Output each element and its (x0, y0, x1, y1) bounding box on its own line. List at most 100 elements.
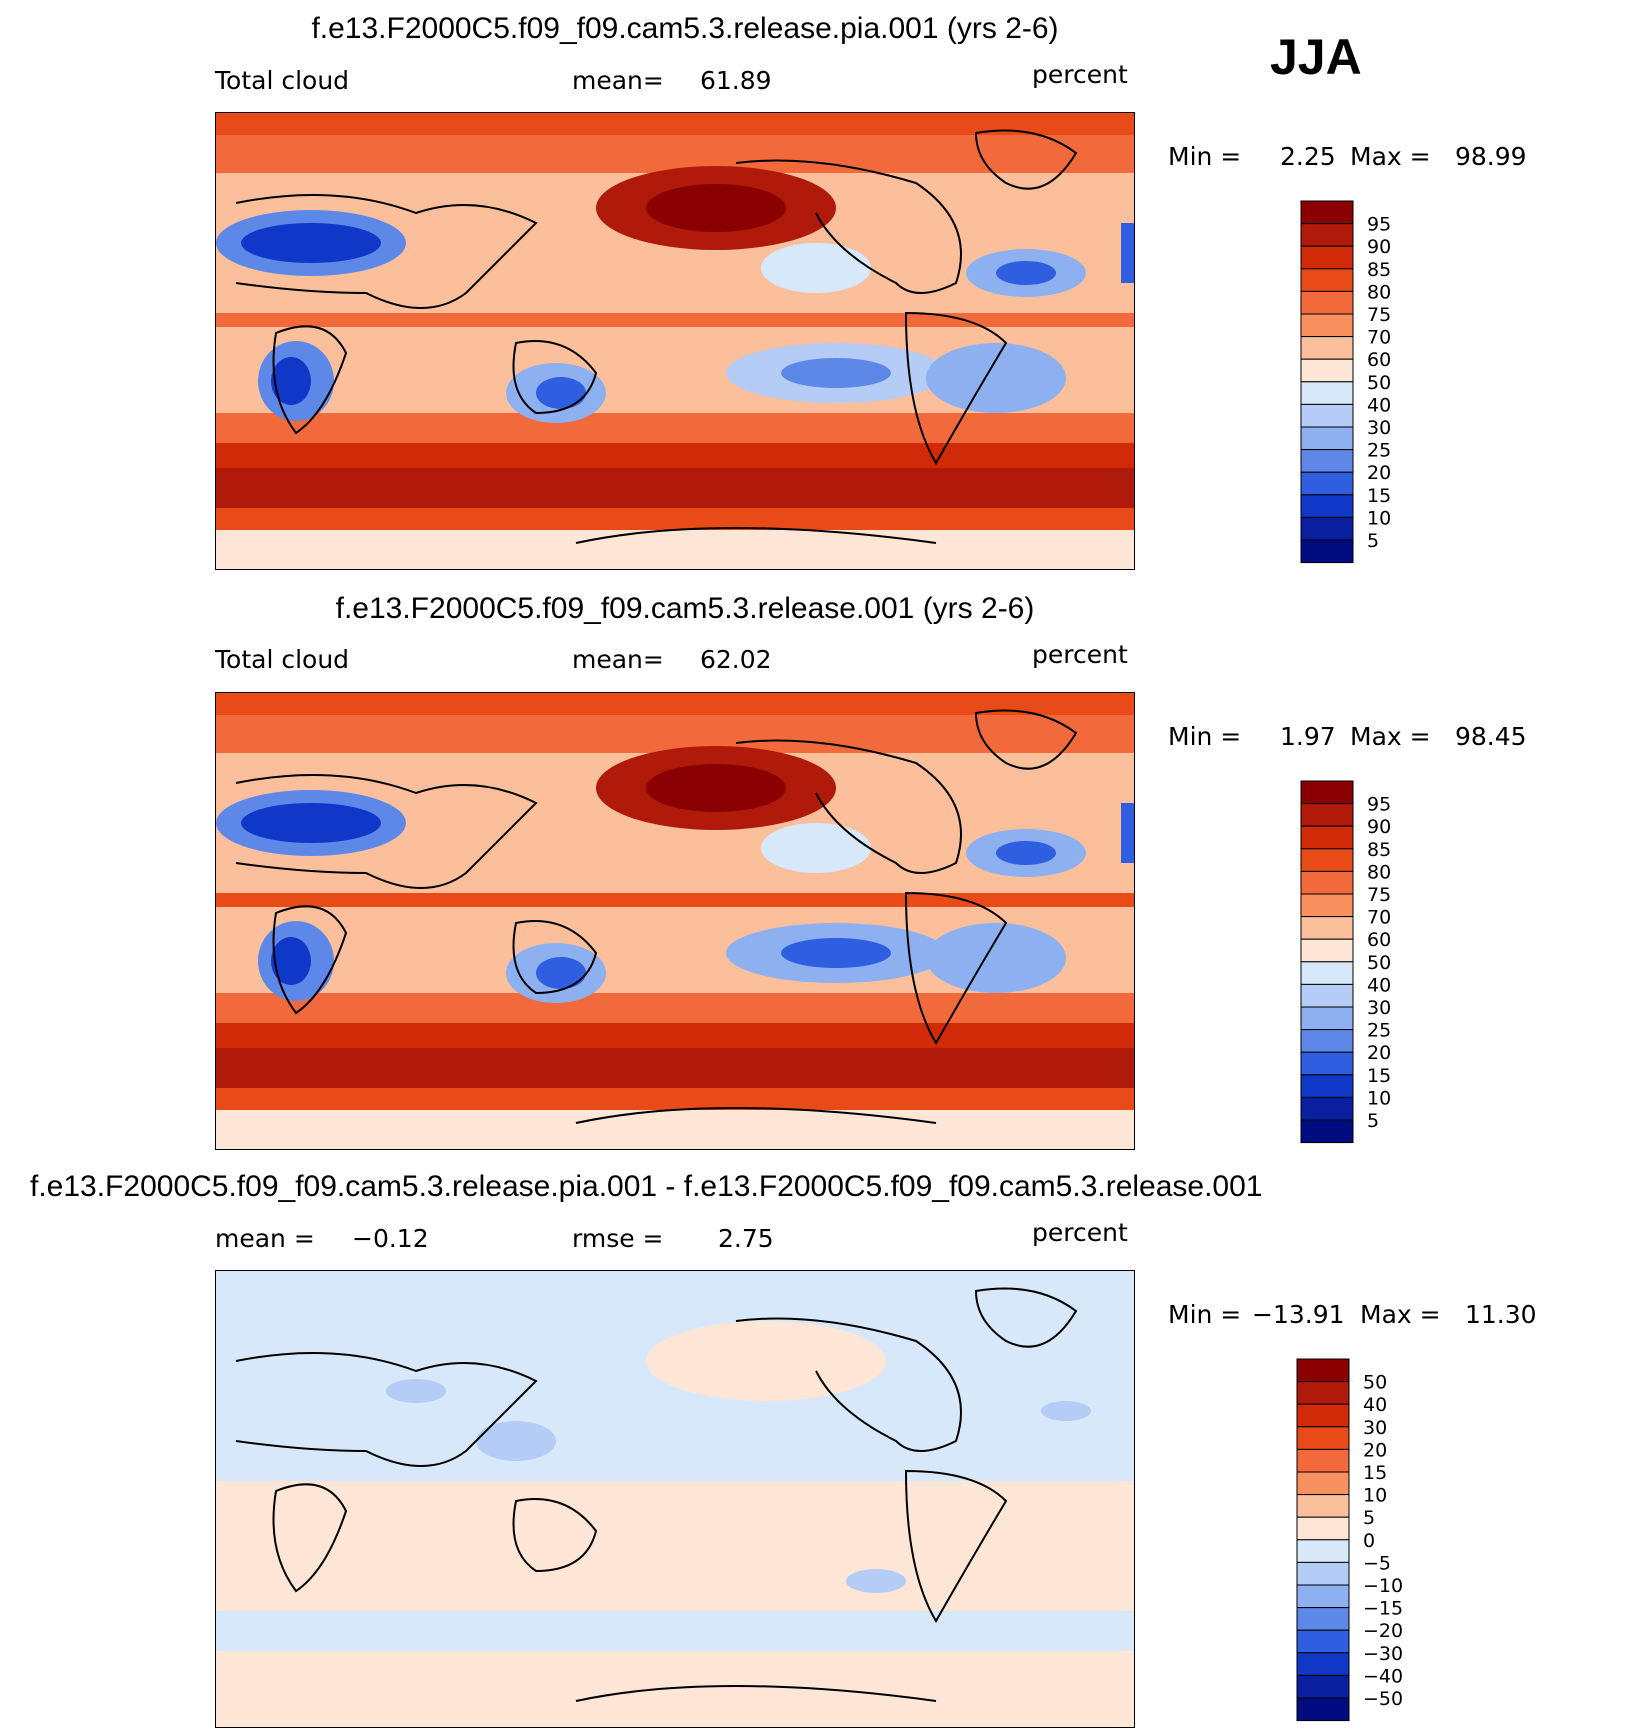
colorbar-swatch (1300, 916, 1354, 940)
colorbar-tick-label: 75 (1367, 304, 1391, 326)
colorbar-tick-label: 40 (1367, 394, 1391, 416)
colorbar-swatch (1296, 1426, 1350, 1450)
panel-3-mean-label: mean = (215, 1224, 315, 1253)
season-label: JJA (1270, 29, 1362, 85)
panel-3-map (215, 1270, 1135, 1728)
colorbar-swatch (1300, 381, 1354, 405)
colorbar-swatch (1300, 516, 1354, 541)
colorbar-swatch (1296, 1381, 1350, 1405)
colorbar-swatch (1300, 983, 1354, 1008)
colorbar-swatch (1300, 313, 1354, 338)
colorbar-tick-label: 15 (1367, 1065, 1391, 1087)
panel-3-min-label: Min = (1168, 1300, 1242, 1329)
colorbar-swatch (1296, 1403, 1350, 1428)
colorbar-swatch (1300, 358, 1354, 383)
colorbar-swatch (1300, 290, 1354, 315)
colorbar-tick-label: 40 (1363, 1394, 1387, 1416)
colorbar-swatch (1296, 1516, 1350, 1541)
colorbar-tick-label: 15 (1363, 1462, 1387, 1484)
colorbar-tick-label: 5 (1367, 530, 1379, 552)
panel-3-map-svg (216, 1271, 1134, 1727)
colorbar-swatch (1296, 1584, 1350, 1609)
colorbar-swatch (1296, 1629, 1350, 1654)
panel-1-map-svg (216, 113, 1134, 569)
colorbar-swatch (1300, 780, 1354, 805)
colorbar-swatch (1296, 1607, 1350, 1631)
panel-3-rmse-label: rmse = (572, 1224, 664, 1253)
panel-1-units: percent (1032, 60, 1128, 89)
colorbar-tick-label: 30 (1367, 997, 1391, 1019)
colorbar-tick-label: −50 (1363, 1688, 1403, 1710)
panel-2-map-svg (216, 693, 1134, 1149)
colorbar-swatch (1296, 1539, 1350, 1563)
colorbar-tick-label: 95 (1367, 794, 1391, 816)
colorbar-tick-label: 10 (1367, 507, 1391, 529)
colorbar-tick-label: 40 (1367, 974, 1391, 996)
panel-3-max-value: 11.30 (1465, 1300, 1537, 1329)
colorbar-tick-label: 85 (1367, 259, 1391, 281)
panel-1-max-label: Max = (1350, 142, 1431, 171)
panel-1-min-value: 2.25 (1280, 142, 1336, 171)
colorbar-swatch (1300, 870, 1354, 895)
colorbar-tick-label: 50 (1367, 952, 1391, 974)
panel-1-mean-value: 61.89 (700, 66, 772, 95)
colorbar-tick-label: 85 (1367, 839, 1391, 861)
panel-3-units: percent (1032, 1218, 1128, 1247)
panel-3-mean-value: −0.12 (352, 1224, 429, 1253)
panel-2-mean-label: mean= (572, 645, 664, 674)
colorbar-swatch (1300, 245, 1354, 270)
colorbar-tick-label: 80 (1367, 861, 1391, 883)
colorbar-swatch (1300, 223, 1354, 247)
panel-2-max-label: Max = (1350, 722, 1431, 751)
colorbar-swatch (1300, 893, 1354, 918)
colorbar-swatch (1300, 494, 1354, 518)
colorbar-swatch (1300, 825, 1354, 850)
colorbar-swatch (1300, 961, 1354, 985)
colorbar-swatch (1296, 1494, 1350, 1518)
colorbar-swatch (1300, 200, 1354, 225)
colorbar-swatch (1300, 449, 1354, 473)
colorbar-swatch (1300, 1096, 1354, 1121)
colorbar-tick-label: −30 (1363, 1643, 1403, 1665)
colorbar-tick-label: −40 (1363, 1665, 1403, 1687)
colorbar-swatch (1300, 1074, 1354, 1098)
panel-3-min-value: −13.91 (1252, 1300, 1345, 1329)
colorbar-swatch (1296, 1471, 1350, 1496)
colorbar-swatch (1300, 1006, 1354, 1031)
colorbar-tick-label: −10 (1363, 1575, 1403, 1597)
colorbar-swatch (1296, 1448, 1350, 1473)
panel-2-max-value: 98.45 (1455, 722, 1527, 751)
colorbar-tick-label: 50 (1363, 1372, 1387, 1394)
colorbar-swatch (1296, 1652, 1350, 1676)
colorbar-swatch (1300, 471, 1354, 496)
colorbar-swatch (1296, 1358, 1350, 1383)
colorbar-tick-label: 30 (1367, 417, 1391, 439)
colorbar-tick-label: 5 (1363, 1507, 1375, 1529)
panel-1-max-value: 98.99 (1455, 142, 1527, 171)
colorbar-tick-label: 60 (1367, 929, 1391, 951)
colorbar-tick-label: 50 (1367, 372, 1391, 394)
panel-2-map (215, 692, 1135, 1150)
panel-2-min-value: 1.97 (1280, 722, 1336, 751)
colorbar-tick-label: 25 (1367, 1020, 1391, 1042)
colorbar-tick-label: −20 (1363, 1620, 1403, 1642)
colorbar-tick-label: 5 (1367, 1110, 1379, 1132)
colorbar-swatch (1300, 1051, 1354, 1076)
colorbar-tick-label: 90 (1367, 236, 1391, 258)
colorbar-tick-label: 60 (1367, 349, 1391, 371)
panel-3-rmse-value: 2.75 (718, 1224, 774, 1253)
colorbar-tick-label: −15 (1363, 1598, 1403, 1620)
colorbar-tick-label: 90 (1367, 816, 1391, 838)
colorbar-tick-label: 10 (1363, 1485, 1387, 1507)
panel-2-min-label: Min = (1168, 722, 1242, 751)
colorbar-tick-label: 20 (1363, 1439, 1387, 1461)
colorbar-swatch (1300, 403, 1354, 428)
panel-3-max-label: Max = (1360, 1300, 1441, 1329)
colorbar-tick-label: 75 (1367, 884, 1391, 906)
panel-2-left-label: Total cloud (215, 645, 350, 674)
colorbar-swatch (1300, 336, 1354, 360)
colorbar-swatch (1300, 539, 1354, 564)
